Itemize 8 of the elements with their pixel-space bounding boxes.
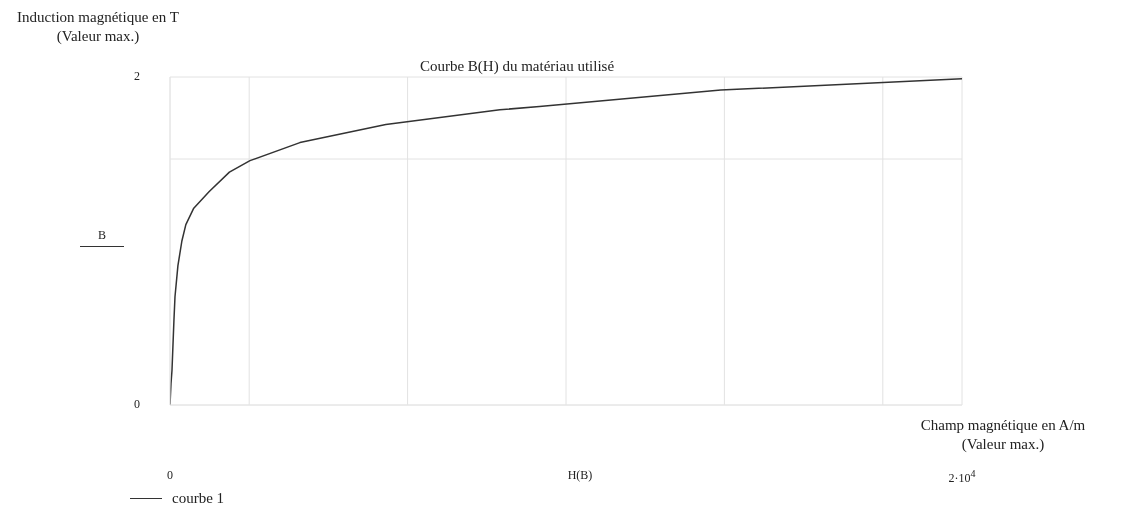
- marker-label: B: [80, 228, 124, 247]
- y-axis-title: Induction magnétique en T (Valeur max.): [16, 8, 180, 46]
- x-axis-title: Champ magnétique en A/m (Valeur max.): [919, 416, 1087, 454]
- y-tick-label: 2: [133, 69, 140, 84]
- x-tick-label: 2·10$^{4}$: [947, 468, 977, 486]
- text: H(B): [566, 468, 594, 483]
- chart-title: Courbe B(H) du matériau utilisé: [418, 58, 616, 75]
- legend-label: courbe 1: [172, 490, 225, 507]
